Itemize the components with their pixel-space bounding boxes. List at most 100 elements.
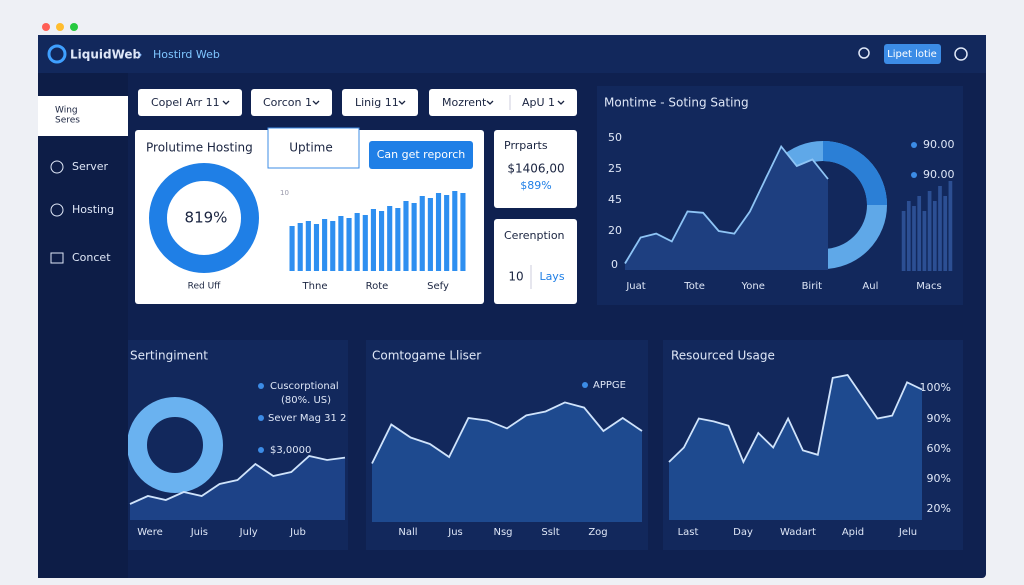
filter[interactable] (138, 89, 242, 116)
axis-label: 10 (280, 189, 289, 197)
line (129, 455, 346, 505)
x-label: Juis (190, 527, 208, 538)
bar (362, 215, 368, 271)
legend-dot (911, 142, 917, 148)
bar (943, 196, 948, 271)
dot (42, 23, 50, 31)
bar (927, 191, 932, 271)
x-label: Nall (398, 527, 417, 538)
card-title: Prolutime Hosting (146, 141, 253, 155)
bar (932, 201, 937, 271)
panel-title: Sertingiment (130, 349, 208, 363)
x-label: Tote (683, 281, 705, 292)
legend-label: (80%. US) (281, 395, 331, 406)
x-label: Thne (302, 281, 328, 292)
filter[interactable] (429, 89, 577, 116)
bar (419, 196, 425, 271)
bar (460, 193, 466, 271)
bar (906, 201, 911, 271)
x-label: Sefy (427, 281, 449, 292)
panel-title: Resourced Usage (671, 349, 775, 363)
sidebar-item[interactable]: Concet (72, 251, 111, 264)
bar (370, 209, 376, 271)
area (130, 456, 345, 520)
x-label: Birit (802, 281, 823, 292)
legend-label: 90.00 (923, 168, 955, 181)
bar (313, 224, 320, 271)
y-label: 60% (927, 442, 951, 455)
percent: $89% (520, 179, 551, 192)
donut-label: 819% (185, 209, 228, 227)
legend-dot (582, 382, 588, 388)
y-label: 25 (608, 162, 622, 175)
ring (128, 397, 223, 493)
chevron (222, 100, 230, 105)
x-label: July (239, 527, 258, 538)
parts-card (494, 130, 577, 208)
dropdown[interactable]: APPGE (593, 380, 626, 391)
bar (917, 196, 922, 271)
area (625, 146, 828, 270)
bar (411, 203, 417, 271)
chevron (398, 100, 406, 105)
bar (938, 186, 942, 271)
tab-label: Uptime (289, 141, 333, 155)
sidebar-active-label: Wing (55, 106, 78, 116)
bar (322, 219, 328, 271)
y-label: 20% (927, 502, 951, 515)
bar (427, 198, 433, 271)
legend-label: 90.00 (923, 138, 955, 151)
x-label: Zog (588, 527, 607, 538)
x-label: Last (678, 527, 699, 538)
chevron: › (138, 48, 142, 61)
report-button-label: Can get reporch (377, 148, 466, 161)
bar (379, 211, 385, 271)
filter[interactable] (342, 89, 418, 116)
report-button[interactable] (369, 141, 473, 169)
legend-dot (258, 447, 264, 453)
bar (346, 218, 352, 271)
search-icon[interactable] (858, 47, 870, 59)
x-label: Juat (625, 281, 645, 292)
y-label: 45 (608, 193, 622, 206)
top-button[interactable] (884, 44, 941, 64)
bar (387, 206, 393, 271)
info-icon[interactable] (954, 47, 968, 61)
card-title: Prrparts (504, 139, 548, 152)
bar (297, 223, 303, 271)
bar (922, 211, 927, 271)
bar (330, 221, 336, 271)
bar (395, 208, 401, 271)
dot (70, 23, 78, 31)
sidebar-item[interactable]: Server (72, 160, 109, 173)
legend-label: Sever Mag 31 2 (268, 413, 346, 424)
x-label: Jus (447, 527, 463, 538)
chevron (486, 100, 494, 105)
bar (948, 181, 953, 271)
bar (338, 216, 344, 271)
panel-title: Montime - Soting Sating (604, 96, 749, 110)
filter-label: Copel Arr 11 (151, 96, 220, 109)
sidebar (38, 73, 128, 578)
x-label: Day (733, 527, 753, 538)
tab[interactable] (267, 127, 360, 169)
icon (50, 203, 64, 217)
breadcrumb[interactable]: Hostird Web (153, 48, 220, 61)
bar (305, 221, 311, 271)
legend-label: $3,0000 (270, 445, 311, 456)
line (668, 374, 923, 465)
chevron (312, 100, 320, 105)
line (371, 401, 643, 464)
sidebar-active-label: Seres (55, 116, 80, 126)
sidebar-active[interactable] (38, 96, 128, 136)
line (624, 144, 829, 264)
y-label: 50 (608, 131, 622, 144)
icon (50, 252, 64, 264)
sidebar-item[interactable]: Hosting (72, 203, 114, 216)
bar (452, 191, 458, 271)
x-label: Nsg (493, 527, 512, 538)
filter[interactable] (251, 89, 332, 116)
logo-icon (47, 44, 67, 64)
panel-title: Comtogame Lliser (372, 349, 481, 363)
